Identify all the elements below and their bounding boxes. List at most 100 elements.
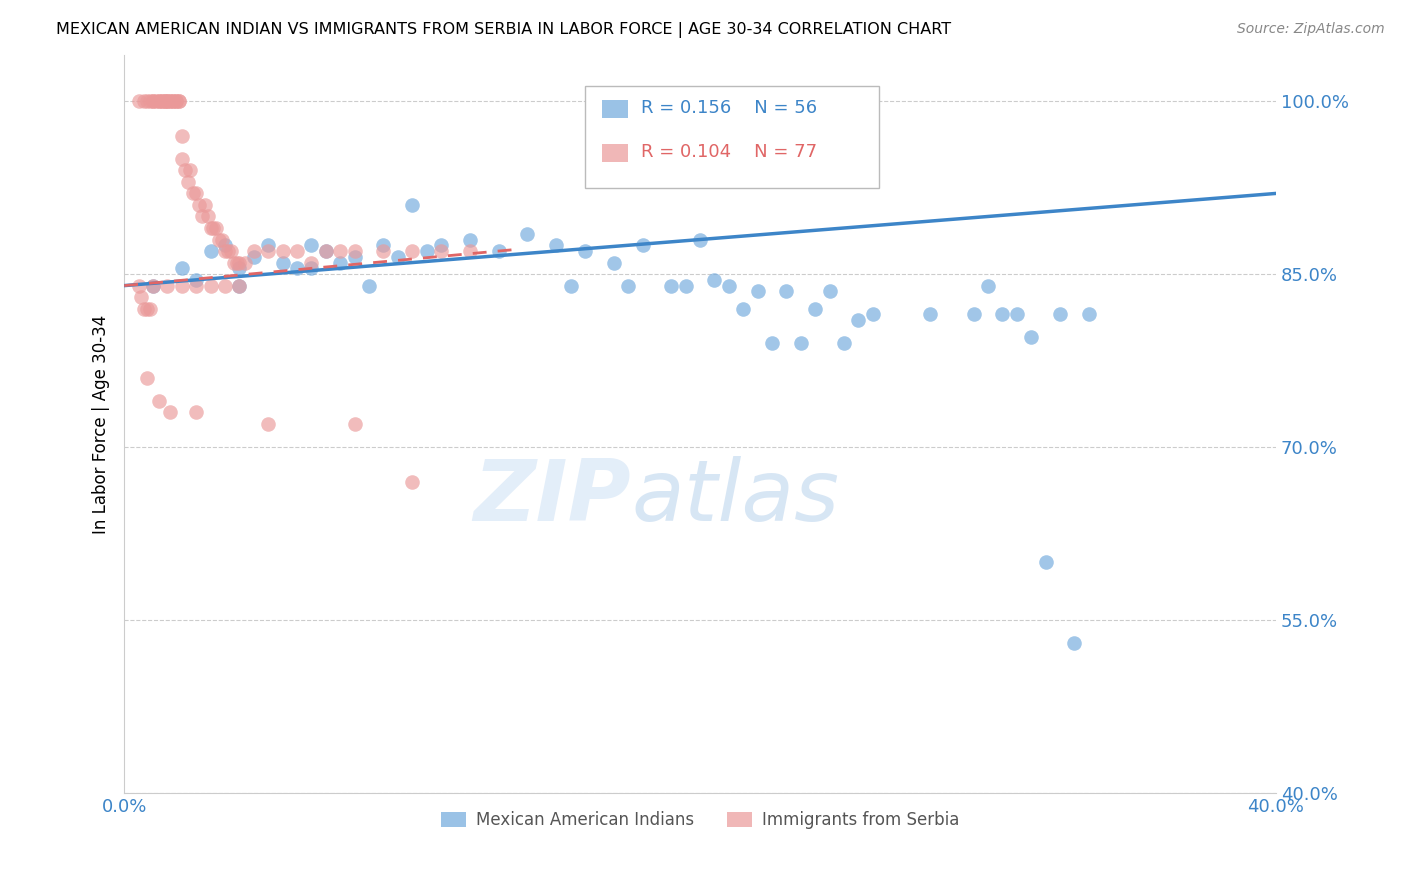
Point <box>1019 330 1042 344</box>
Point <box>257 244 280 258</box>
Point <box>832 336 855 351</box>
Point <box>197 210 219 224</box>
Text: R = 0.104    N = 77: R = 0.104 N = 77 <box>641 143 817 161</box>
Point <box>299 255 322 269</box>
Point <box>142 278 165 293</box>
Point <box>775 285 797 299</box>
Point <box>170 152 193 166</box>
Point <box>401 475 423 489</box>
Point <box>200 221 222 235</box>
Point <box>222 255 245 269</box>
Point <box>1077 307 1099 321</box>
Y-axis label: In Labor Force | Age 30-34: In Labor Force | Age 30-34 <box>93 314 110 533</box>
Point <box>150 94 173 108</box>
Point <box>285 261 308 276</box>
Point <box>458 233 481 247</box>
Point <box>617 278 640 293</box>
Text: ZIP: ZIP <box>474 456 631 539</box>
Point <box>458 244 481 258</box>
Text: R = 0.156    N = 56: R = 0.156 N = 56 <box>641 98 817 117</box>
Point <box>202 221 225 235</box>
Point <box>675 278 697 293</box>
Text: MEXICAN AMERICAN INDIAN VS IMMIGRANTS FROM SERBIA IN LABOR FORCE | AGE 30-34 COR: MEXICAN AMERICAN INDIAN VS IMMIGRANTS FR… <box>56 22 952 38</box>
Point <box>430 244 453 258</box>
Point <box>150 94 173 108</box>
Point <box>387 250 409 264</box>
Text: atlas: atlas <box>631 456 839 539</box>
Point <box>170 278 193 293</box>
Point <box>159 405 181 419</box>
Point <box>139 301 162 316</box>
Point <box>343 250 366 264</box>
Point <box>167 94 190 108</box>
Point <box>546 238 568 252</box>
Point <box>156 94 179 108</box>
Point <box>165 94 187 108</box>
Point <box>205 221 228 235</box>
Point <box>153 94 176 108</box>
Point <box>560 278 582 293</box>
Point <box>136 301 159 316</box>
Point <box>733 301 755 316</box>
Point <box>134 301 156 316</box>
Point <box>315 244 337 258</box>
Point <box>574 244 596 258</box>
Point <box>488 244 510 258</box>
Point <box>153 94 176 108</box>
Point <box>128 278 150 293</box>
Point <box>761 336 783 351</box>
Point <box>211 233 233 247</box>
Point <box>659 278 682 293</box>
Point <box>920 307 942 321</box>
Point <box>233 255 256 269</box>
Point <box>200 278 222 293</box>
Point <box>142 94 165 108</box>
Point <box>181 186 204 201</box>
Point <box>804 301 827 316</box>
Point <box>170 128 193 143</box>
Point <box>271 244 294 258</box>
Point <box>128 94 150 108</box>
Point <box>430 238 453 252</box>
Point <box>148 393 170 408</box>
Point <box>167 94 190 108</box>
Point <box>516 227 538 241</box>
Point <box>631 238 654 252</box>
Point <box>373 238 395 252</box>
Text: Source: ZipAtlas.com: Source: ZipAtlas.com <box>1237 22 1385 37</box>
Point <box>134 94 156 108</box>
Point <box>148 94 170 108</box>
Point <box>271 255 294 269</box>
Point <box>343 244 366 258</box>
Point <box>162 94 184 108</box>
Point <box>148 94 170 108</box>
Point <box>208 233 231 247</box>
Point <box>186 186 208 201</box>
Point <box>142 278 165 293</box>
Point <box>415 244 437 258</box>
Point <box>747 285 769 299</box>
Point <box>228 278 250 293</box>
Point <box>689 233 711 247</box>
Point <box>186 273 208 287</box>
Point <box>136 94 159 108</box>
Point <box>343 417 366 431</box>
Point <box>257 238 280 252</box>
Point <box>329 255 352 269</box>
Point <box>170 261 193 276</box>
Point <box>1005 307 1028 321</box>
Point <box>357 278 380 293</box>
Point <box>159 94 181 108</box>
Point <box>818 285 841 299</box>
Point <box>329 244 352 258</box>
Point <box>156 94 179 108</box>
Point <box>200 244 222 258</box>
Point <box>315 244 337 258</box>
Point <box>156 278 179 293</box>
Point <box>191 210 214 224</box>
Point <box>977 278 1000 293</box>
Point <box>1035 555 1057 569</box>
Point <box>176 175 198 189</box>
Point <box>401 244 423 258</box>
Point <box>214 278 236 293</box>
